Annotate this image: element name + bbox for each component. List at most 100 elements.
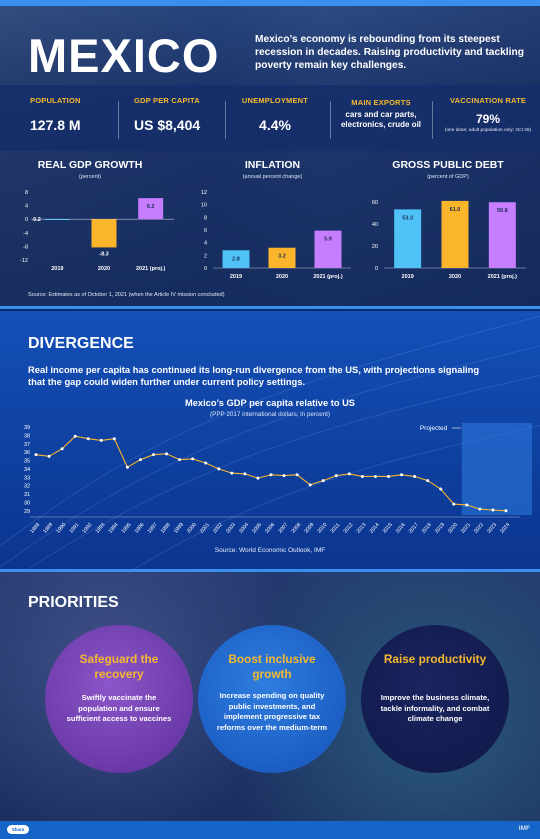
data-point [165,452,169,456]
data-point [256,476,260,480]
bar [91,219,117,248]
data-point [413,474,417,478]
data-label: 53.3 [402,215,413,221]
stat-label: MAIN EXPORTS [351,98,411,107]
x-tick-label: 2022 [473,522,485,535]
x-tick-label: 2020 [447,522,459,535]
priority-card-productivity: Raise productivity Improve the business … [361,625,509,773]
chart-title-inflation: INFLATION [244,159,301,171]
priority-heading: Boost inclusive growth [228,652,316,681]
bar [268,247,296,268]
y-tick-label: 29 [24,509,30,515]
chart-subtitle-inflation: (annual percent change) [242,174,303,180]
y-tick-label: 35 [24,459,30,465]
bar [488,202,516,268]
y-tick-label: 4 [204,241,207,247]
x-tick-label: 2024 [499,522,511,535]
stat-label: GDP PER CAPITA [134,96,200,105]
x-tick-label: 2009 [303,522,315,535]
y-tick-label: -4 [23,231,28,237]
bar [222,250,250,268]
public-debt-bar-chart: 60 40 20 0 53.3 2019 61.0 2020 59.8 2021 (proj.) [372,200,526,280]
x-tick-label: 1998 [160,522,172,535]
x-tick-label: 2018 [421,522,433,535]
x-tick-label: 2019 [51,266,63,272]
x-tick-label: 2000 [186,522,198,535]
line-chart-source: Source: World Economic Outlook, IMF [214,547,326,554]
divergence-intro: Real income per capita has continued its… [28,364,480,387]
x-tick-label: 1994 [108,522,120,535]
priority-heading: Raise productivity [383,652,487,666]
data-point [439,487,443,491]
stat-label: POPULATION [30,96,81,105]
data-point [452,502,456,506]
y-tick-label: 2 [204,253,207,259]
y-tick-label: 31 [24,492,30,498]
data-point [243,472,247,476]
y-tick-label: 32 [24,484,30,490]
x-tick-label: 1997 [147,522,159,535]
key-stats-bar: POPULATION 127.8 M GDP PER CAPITA US $8,… [0,85,540,151]
data-point [426,479,430,483]
data-point [138,458,142,462]
divergence-section: DIVERGENCE Real income per capita has co… [0,311,540,569]
data-point [99,438,103,442]
x-tick-label: 2011 [330,522,342,534]
share-button[interactable]: Share [7,825,29,834]
data-point [491,508,495,512]
stat-unemployment: UNEMPLOYMENT 4.4% [235,85,315,151]
x-tick-label: 2020 [98,266,110,272]
data-point [112,437,116,441]
y-tick-label: 20 [372,244,378,250]
data-label: 2.8 [232,256,240,262]
footer-bar: Share IMF [0,821,540,839]
x-tick-label: 1999 [173,522,185,535]
x-tick-label: 2007 [277,522,289,535]
y-tick-label: 4 [25,204,28,210]
hero-source-note: Source: Estimates as of October 1, 2021 … [28,292,225,298]
data-label: 61.0 [450,207,461,213]
x-tick-label: 2020 [276,274,288,280]
data-label: -8.3 [99,251,108,257]
y-tick-label: 8 [25,190,28,196]
priority-body: Improve the business climate, tackle inf… [380,693,490,723]
x-tick-label: 1988 [29,522,41,535]
stat-value: 127.8 M [30,117,81,133]
data-point [230,471,234,475]
inflation-bar-chart: 12 10 8 6 4 2 0 2.8 2019 3.2 2020 5.9 2021 (proj.) [201,190,351,280]
data-point [34,453,38,457]
y-tick-label: 0 [25,217,28,223]
data-point [152,453,155,457]
data-point [295,473,299,477]
priority-body: Increase spending on quality public inve… [216,691,328,732]
stat-vaccination-rate: VACCINATION RATE 79% (one dose; adult po… [440,85,536,151]
gdp-growth-bar-chart: 8 4 0 -4 -8 -12 -0.2 2019 -8.3 2020 6.2 2021 (proj.… [20,190,174,272]
stat-main-exports: MAIN EXPORTS cars and car parts, electro… [338,85,424,151]
x-tick-label: 2021 [460,522,472,535]
x-tick-label: 1993 [95,522,107,535]
stat-label: UNEMPLOYMENT [241,96,309,105]
data-label: -0.2 [31,217,40,223]
chart-title-public-debt: GROSS PUBLIC DEBT [392,159,504,171]
x-tick-label: 2010 [316,522,328,535]
projected-region [461,423,532,515]
x-tick-label: 2014 [369,522,381,535]
data-point [73,434,77,438]
bar [314,230,342,268]
x-tick-label: 2005 [251,522,263,535]
data-label: 59.8 [497,208,508,214]
y-tick-label: 12 [201,190,207,196]
x-tick-label: 2019 [402,274,414,280]
y-tick-label: 0 [375,266,378,272]
data-point [478,507,482,511]
data-point [360,474,364,478]
y-tick-label: -8 [23,244,28,250]
data-point [191,457,195,461]
priorities-section: PRIORITIES Safeguard the recovery Swiftl… [0,572,540,821]
chart-subtitle-public-debt: (percent of GDP) [427,174,469,180]
stat-value: 79% [475,112,501,126]
x-tick-label: 2004 [238,522,250,535]
x-tick-label: 2012 [343,522,355,535]
y-tick-label: 36 [24,450,30,456]
